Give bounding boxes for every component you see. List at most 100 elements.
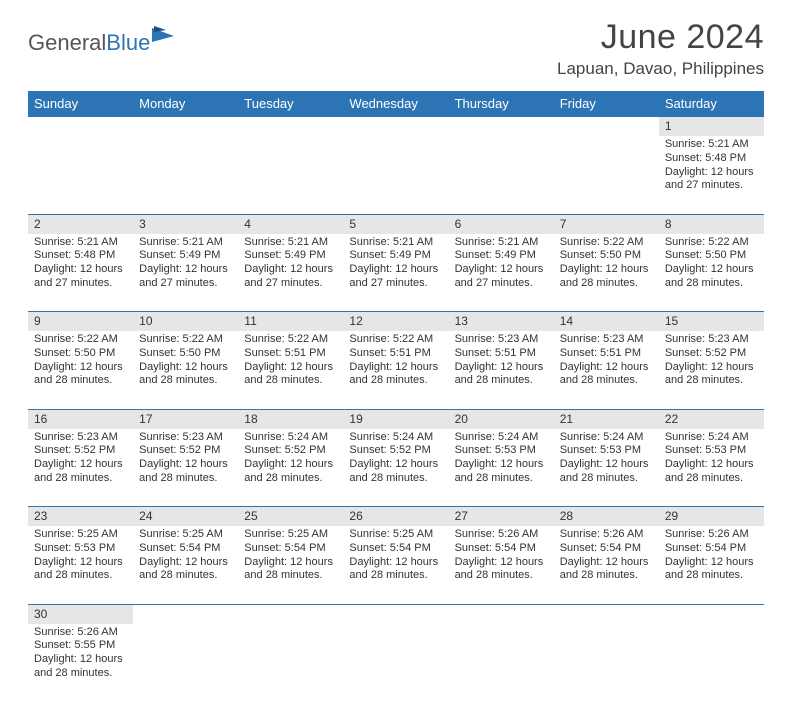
day-header: Wednesday — [343, 91, 448, 117]
day-info-line: Sunset: 5:53 PM — [455, 444, 548, 458]
day-info-line: Sunrise: 5:24 AM — [665, 431, 758, 445]
day-info-line: Sunrise: 5:23 AM — [139, 431, 232, 445]
day-info-line: Sunset: 5:52 PM — [139, 444, 232, 458]
day-content-cell: Sunrise: 5:24 AMSunset: 5:52 PMDaylight:… — [238, 429, 343, 507]
day-number-cell: 5 — [343, 214, 448, 234]
day-info-line: Sunrise: 5:22 AM — [560, 236, 653, 250]
day-info-line: Daylight: 12 hours — [244, 556, 337, 570]
day-info-line: Daylight: 12 hours — [34, 361, 127, 375]
day-content-cell — [659, 624, 764, 702]
day-number-cell — [133, 117, 238, 137]
day-info-line: Sunrise: 5:25 AM — [244, 528, 337, 542]
day-number-cell — [133, 604, 238, 624]
logo-part1: General — [28, 30, 106, 55]
day-header: Sunday — [28, 91, 133, 117]
day-info-line: Sunrise: 5:23 AM — [34, 431, 127, 445]
day-content-cell — [554, 136, 659, 214]
day-header: Monday — [133, 91, 238, 117]
day-content-cell: Sunrise: 5:21 AMSunset: 5:48 PMDaylight:… — [659, 136, 764, 214]
day-info-line: Sunrise: 5:22 AM — [244, 333, 337, 347]
day-info-line: Sunset: 5:48 PM — [34, 249, 127, 263]
day-content-cell: Sunrise: 5:26 AMSunset: 5:54 PMDaylight:… — [659, 526, 764, 604]
day-info-line: Sunrise: 5:22 AM — [349, 333, 442, 347]
content-row: Sunrise: 5:23 AMSunset: 5:52 PMDaylight:… — [28, 429, 764, 507]
day-info-line: Daylight: 12 hours — [139, 556, 232, 570]
day-info-line: and 28 minutes. — [665, 374, 758, 388]
day-info-line: Sunrise: 5:23 AM — [455, 333, 548, 347]
day-info-line: Sunset: 5:54 PM — [665, 542, 758, 556]
day-number-cell: 16 — [28, 409, 133, 429]
day-info-line: Sunrise: 5:23 AM — [665, 333, 758, 347]
day-info-line: Sunset: 5:54 PM — [455, 542, 548, 556]
day-info-line: Sunset: 5:52 PM — [34, 444, 127, 458]
day-info-line: Sunset: 5:49 PM — [244, 249, 337, 263]
day-info-line: Sunset: 5:49 PM — [139, 249, 232, 263]
day-info-line: and 28 minutes. — [560, 277, 653, 291]
day-content-cell — [343, 624, 448, 702]
day-number-cell: 14 — [554, 312, 659, 332]
day-info-line: Daylight: 12 hours — [455, 361, 548, 375]
day-number-cell: 15 — [659, 312, 764, 332]
day-info-line: and 28 minutes. — [665, 277, 758, 291]
day-info-line: Daylight: 12 hours — [665, 458, 758, 472]
day-content-cell: Sunrise: 5:21 AMSunset: 5:49 PMDaylight:… — [133, 234, 238, 312]
day-info-line: Sunset: 5:54 PM — [244, 542, 337, 556]
day-info-line: and 27 minutes. — [455, 277, 548, 291]
day-info-line: Sunset: 5:50 PM — [560, 249, 653, 263]
day-info-line: Daylight: 12 hours — [665, 166, 758, 180]
day-info-line: and 28 minutes. — [244, 569, 337, 583]
day-number-cell: 7 — [554, 214, 659, 234]
day-content-cell — [238, 624, 343, 702]
day-info-line: and 28 minutes. — [455, 569, 548, 583]
day-content-cell: Sunrise: 5:26 AMSunset: 5:55 PMDaylight:… — [28, 624, 133, 702]
day-info-line: Sunset: 5:51 PM — [560, 347, 653, 361]
day-number-cell: 28 — [554, 507, 659, 527]
day-number-cell: 10 — [133, 312, 238, 332]
day-info-line: Sunrise: 5:24 AM — [455, 431, 548, 445]
content-row: Sunrise: 5:22 AMSunset: 5:50 PMDaylight:… — [28, 331, 764, 409]
day-number-cell: 20 — [449, 409, 554, 429]
day-info-line: Sunrise: 5:26 AM — [34, 626, 127, 640]
flag-icon — [152, 26, 180, 49]
daynum-row: 16171819202122 — [28, 409, 764, 429]
day-content-cell: Sunrise: 5:23 AMSunset: 5:51 PMDaylight:… — [449, 331, 554, 409]
day-content-cell: Sunrise: 5:22 AMSunset: 5:51 PMDaylight:… — [238, 331, 343, 409]
day-content-cell: Sunrise: 5:26 AMSunset: 5:54 PMDaylight:… — [449, 526, 554, 604]
day-info-line: and 28 minutes. — [665, 569, 758, 583]
day-info-line: Sunset: 5:49 PM — [455, 249, 548, 263]
day-number-cell: 26 — [343, 507, 448, 527]
day-content-cell: Sunrise: 5:22 AMSunset: 5:50 PMDaylight:… — [554, 234, 659, 312]
day-info-line: Sunset: 5:53 PM — [34, 542, 127, 556]
day-content-cell — [28, 136, 133, 214]
day-info-line: Daylight: 12 hours — [349, 458, 442, 472]
day-info-line: and 28 minutes. — [560, 472, 653, 486]
day-content-cell: Sunrise: 5:25 AMSunset: 5:53 PMDaylight:… — [28, 526, 133, 604]
day-info-line: Sunset: 5:51 PM — [244, 347, 337, 361]
day-info-line: and 28 minutes. — [560, 374, 653, 388]
day-info-line: Daylight: 12 hours — [560, 458, 653, 472]
day-content-cell — [343, 136, 448, 214]
day-number-cell: 27 — [449, 507, 554, 527]
day-number-cell: 12 — [343, 312, 448, 332]
day-info-line: Sunrise: 5:22 AM — [34, 333, 127, 347]
day-info-line: and 28 minutes. — [349, 472, 442, 486]
day-number-cell — [343, 604, 448, 624]
day-content-cell: Sunrise: 5:22 AMSunset: 5:51 PMDaylight:… — [343, 331, 448, 409]
day-content-cell: Sunrise: 5:26 AMSunset: 5:54 PMDaylight:… — [554, 526, 659, 604]
day-info-line: and 28 minutes. — [139, 472, 232, 486]
content-row: Sunrise: 5:26 AMSunset: 5:55 PMDaylight:… — [28, 624, 764, 702]
day-info-line: Sunrise: 5:22 AM — [665, 236, 758, 250]
day-info-line: and 27 minutes. — [34, 277, 127, 291]
day-info-line: Daylight: 12 hours — [455, 263, 548, 277]
day-info-line: and 28 minutes. — [244, 374, 337, 388]
day-info-line: Daylight: 12 hours — [560, 263, 653, 277]
day-info-line: Daylight: 12 hours — [455, 458, 548, 472]
day-info-line: Sunset: 5:51 PM — [455, 347, 548, 361]
day-info-line: Sunrise: 5:24 AM — [349, 431, 442, 445]
day-info-line: and 28 minutes. — [139, 569, 232, 583]
daynum-row: 1 — [28, 117, 764, 137]
day-info-line: Sunset: 5:52 PM — [665, 347, 758, 361]
title-block: June 2024 Lapuan, Davao, Philippines — [557, 18, 764, 79]
day-info-line: Sunrise: 5:21 AM — [349, 236, 442, 250]
day-number-cell — [554, 117, 659, 137]
